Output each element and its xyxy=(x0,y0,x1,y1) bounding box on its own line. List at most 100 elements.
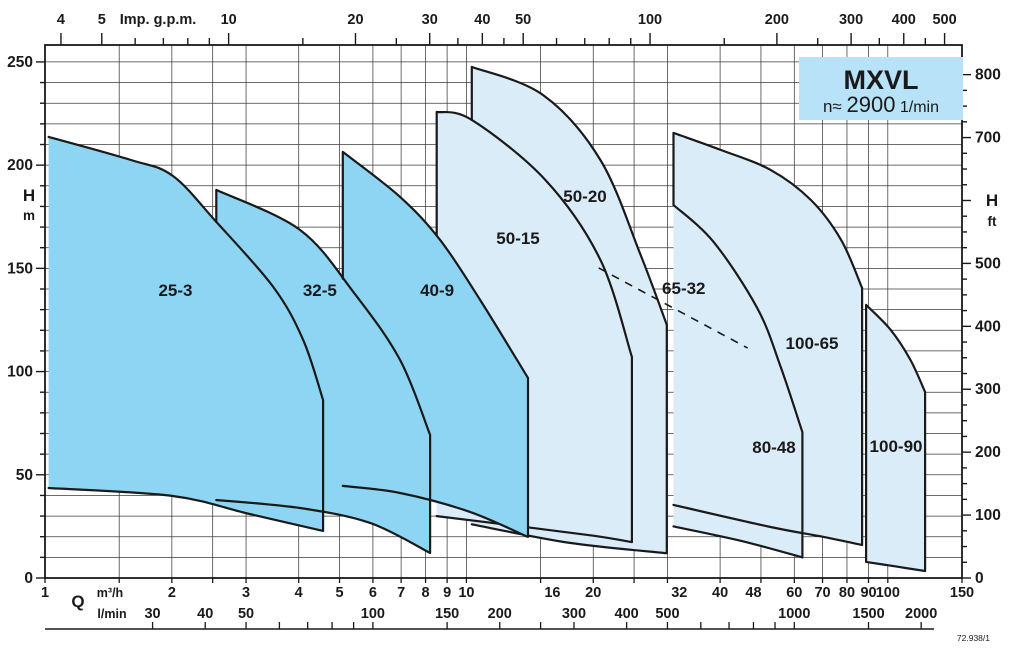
envelope-25-3-outline xyxy=(47,135,325,532)
envelope-50-20-outline xyxy=(470,65,668,555)
envelope-label-65-32: 65-32 xyxy=(662,279,705,298)
envelope-label-100-90: 100-90 xyxy=(870,437,923,456)
svg-text:20: 20 xyxy=(585,585,601,601)
svg-text:0: 0 xyxy=(24,570,33,587)
svg-text:100: 100 xyxy=(876,585,900,601)
svg-text:20: 20 xyxy=(347,12,363,28)
dark-envelope-outlines xyxy=(47,135,530,555)
bottom-axis-lmin: 30 40 50 100 150 200 300 400 500 1000 1500 2000 l/mi… xyxy=(45,606,937,630)
svg-text:200: 200 xyxy=(765,12,789,28)
model-name: MXVL xyxy=(843,65,918,95)
svg-text:200: 200 xyxy=(975,444,1001,461)
bottom-axis-m3h: 1 2 3 4 5 6 7 8 9 10 16 20 32 40 48 60 70 80 90 100 150 Q m³/h xyxy=(41,578,974,611)
envelope-label-32-5: 32-5 xyxy=(303,281,337,300)
envelope-25-3-fill xyxy=(48,136,324,531)
svg-text:90: 90 xyxy=(860,585,876,601)
svg-text:48: 48 xyxy=(745,585,761,601)
envelope-label-50-20: 50-20 xyxy=(563,187,606,206)
svg-text:1000: 1000 xyxy=(778,606,810,622)
svg-text:400: 400 xyxy=(615,606,639,622)
flow-axis-symbol: Q xyxy=(71,592,84,611)
svg-text:50: 50 xyxy=(16,467,33,484)
svg-text:700: 700 xyxy=(975,130,1001,147)
svg-text:40: 40 xyxy=(712,585,728,601)
svg-text:6: 6 xyxy=(369,585,377,601)
svg-text:9: 9 xyxy=(443,585,451,601)
svg-text:400: 400 xyxy=(975,318,1001,335)
svg-text:5: 5 xyxy=(336,585,344,601)
right-axis-unit: ft xyxy=(988,214,997,229)
envelope-80-48-outline xyxy=(672,203,804,559)
svg-text:50: 50 xyxy=(515,12,531,28)
svg-text:400: 400 xyxy=(892,12,916,28)
svg-text:500: 500 xyxy=(932,12,956,28)
svg-text:70: 70 xyxy=(814,585,830,601)
svg-text:4: 4 xyxy=(295,585,303,601)
envelope-label-80-48: 80-48 xyxy=(752,438,795,457)
envelope-label-25-3: 25-3 xyxy=(158,281,192,300)
svg-text:5: 5 xyxy=(98,12,106,28)
envelope-100-90-outline xyxy=(865,303,927,573)
envelope-label-50-15: 50-15 xyxy=(496,229,539,248)
svg-text:30: 30 xyxy=(144,606,160,622)
left-axis-unit: m xyxy=(23,208,35,223)
svg-text:80: 80 xyxy=(839,585,855,601)
svg-text:32: 32 xyxy=(671,585,687,601)
svg-text:50: 50 xyxy=(238,606,254,622)
svg-text:100: 100 xyxy=(7,364,33,381)
svg-text:16: 16 xyxy=(544,585,560,601)
svg-text:500: 500 xyxy=(655,606,679,622)
envelope-label-40-9: 40-9 xyxy=(420,281,454,300)
svg-text:200: 200 xyxy=(7,157,33,174)
svg-text:200: 200 xyxy=(488,606,512,622)
svg-text:500: 500 xyxy=(975,255,1001,272)
svg-text:300: 300 xyxy=(839,12,863,28)
envelope-100-90-fill xyxy=(866,304,926,571)
dashed-guide-line xyxy=(598,267,749,349)
svg-text:10: 10 xyxy=(221,12,237,28)
left-axis-title: H xyxy=(23,186,35,205)
right-axis-title: H xyxy=(986,191,998,210)
envelope-32-5-outline xyxy=(215,188,432,555)
svg-text:3: 3 xyxy=(242,585,250,601)
flow-axis-unit-m3h: m³/h xyxy=(97,586,123,600)
svg-text:60: 60 xyxy=(786,585,802,601)
svg-text:100: 100 xyxy=(638,12,662,28)
svg-text:300: 300 xyxy=(562,606,586,622)
svg-text:1: 1 xyxy=(41,585,49,601)
envelope-labels: 50-15 50-20 65-32 80-48 100-90 100-65 40-9 32-5… xyxy=(158,187,922,457)
svg-text:7: 7 xyxy=(397,585,405,601)
speed-label: n≈ 2900 1/min xyxy=(823,92,939,117)
svg-text:100: 100 xyxy=(975,507,1001,524)
svg-text:8: 8 xyxy=(422,585,430,601)
svg-text:250: 250 xyxy=(7,54,33,71)
right-axis-feet: 0 100 200 300 400 500 700 800 Hft xyxy=(962,67,1001,587)
envelope-40-9-outline xyxy=(341,150,530,538)
envelope-80-48-fill xyxy=(673,205,803,558)
svg-text:1500: 1500 xyxy=(852,606,884,622)
svg-text:40: 40 xyxy=(474,12,490,28)
svg-text:150: 150 xyxy=(950,585,974,601)
top-axis-gpm: 4 5 10 20 30 40 50 100 200 300 400 500 Imp. g.p.m. xyxy=(57,12,957,45)
svg-text:10: 10 xyxy=(458,585,474,601)
svg-text:800: 800 xyxy=(975,67,1001,84)
svg-text:2: 2 xyxy=(168,585,176,601)
svg-text:150: 150 xyxy=(7,260,33,277)
flow-axis-unit-lmin: l/min xyxy=(97,607,126,621)
svg-text:40: 40 xyxy=(197,606,213,622)
envelope-65-32-outline xyxy=(672,131,864,547)
svg-text:2000: 2000 xyxy=(905,606,937,622)
svg-text:100: 100 xyxy=(361,606,385,622)
footer-reference: 72.938/1 xyxy=(957,633,990,643)
svg-text:0: 0 xyxy=(975,570,984,587)
left-axis-meters: 0 50 100 150 200 250 Hm xyxy=(7,54,45,587)
svg-text:4: 4 xyxy=(57,12,65,28)
top-axis-title: Imp. g.p.m. xyxy=(120,12,197,28)
svg-text:150: 150 xyxy=(435,606,459,622)
svg-text:30: 30 xyxy=(422,12,438,28)
